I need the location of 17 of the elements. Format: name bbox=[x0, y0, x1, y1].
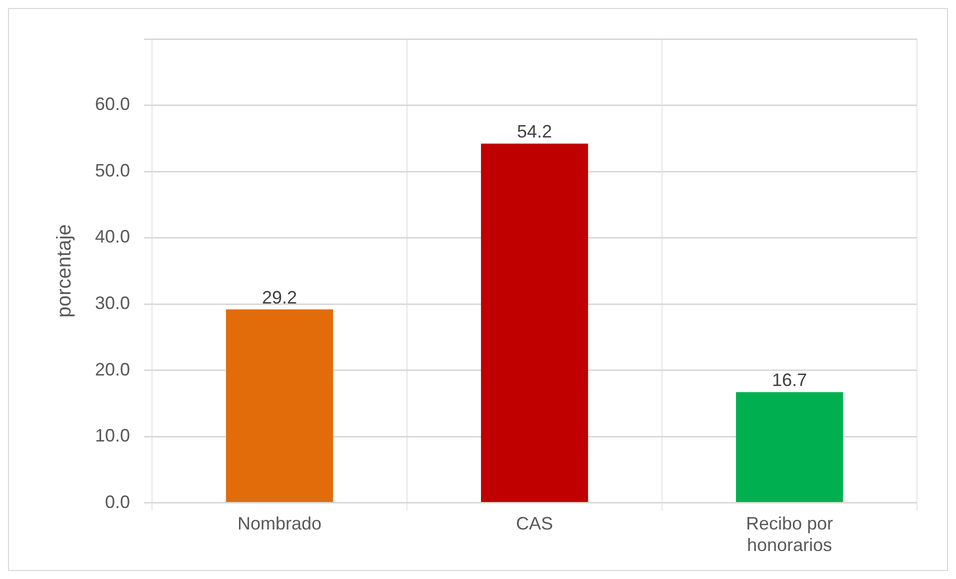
data-label: 54.2 bbox=[516, 122, 552, 142]
x-tick-label: Nombrado bbox=[238, 514, 322, 534]
data-label: 16.7 bbox=[772, 370, 808, 390]
bar bbox=[226, 309, 334, 502]
y-tick-label: 30.0 bbox=[94, 292, 130, 313]
y-tick-label: 60.0 bbox=[94, 94, 130, 114]
x-tick-label: Recibo por honorarios bbox=[746, 514, 834, 556]
y-tick-label: 20.0 bbox=[94, 359, 130, 380]
bar bbox=[736, 392, 844, 502]
y-axis-title: porcentaje bbox=[54, 224, 76, 318]
bar bbox=[480, 144, 588, 502]
y-tick-label: 10.0 bbox=[94, 426, 130, 446]
data-label: 29.2 bbox=[262, 287, 298, 308]
y-tick-label: 40.0 bbox=[94, 226, 130, 247]
y-tick-label: 50.0 bbox=[94, 160, 130, 180]
x-tick-label: CAS bbox=[516, 514, 554, 534]
y-tick-label: 0.0 bbox=[105, 492, 130, 512]
